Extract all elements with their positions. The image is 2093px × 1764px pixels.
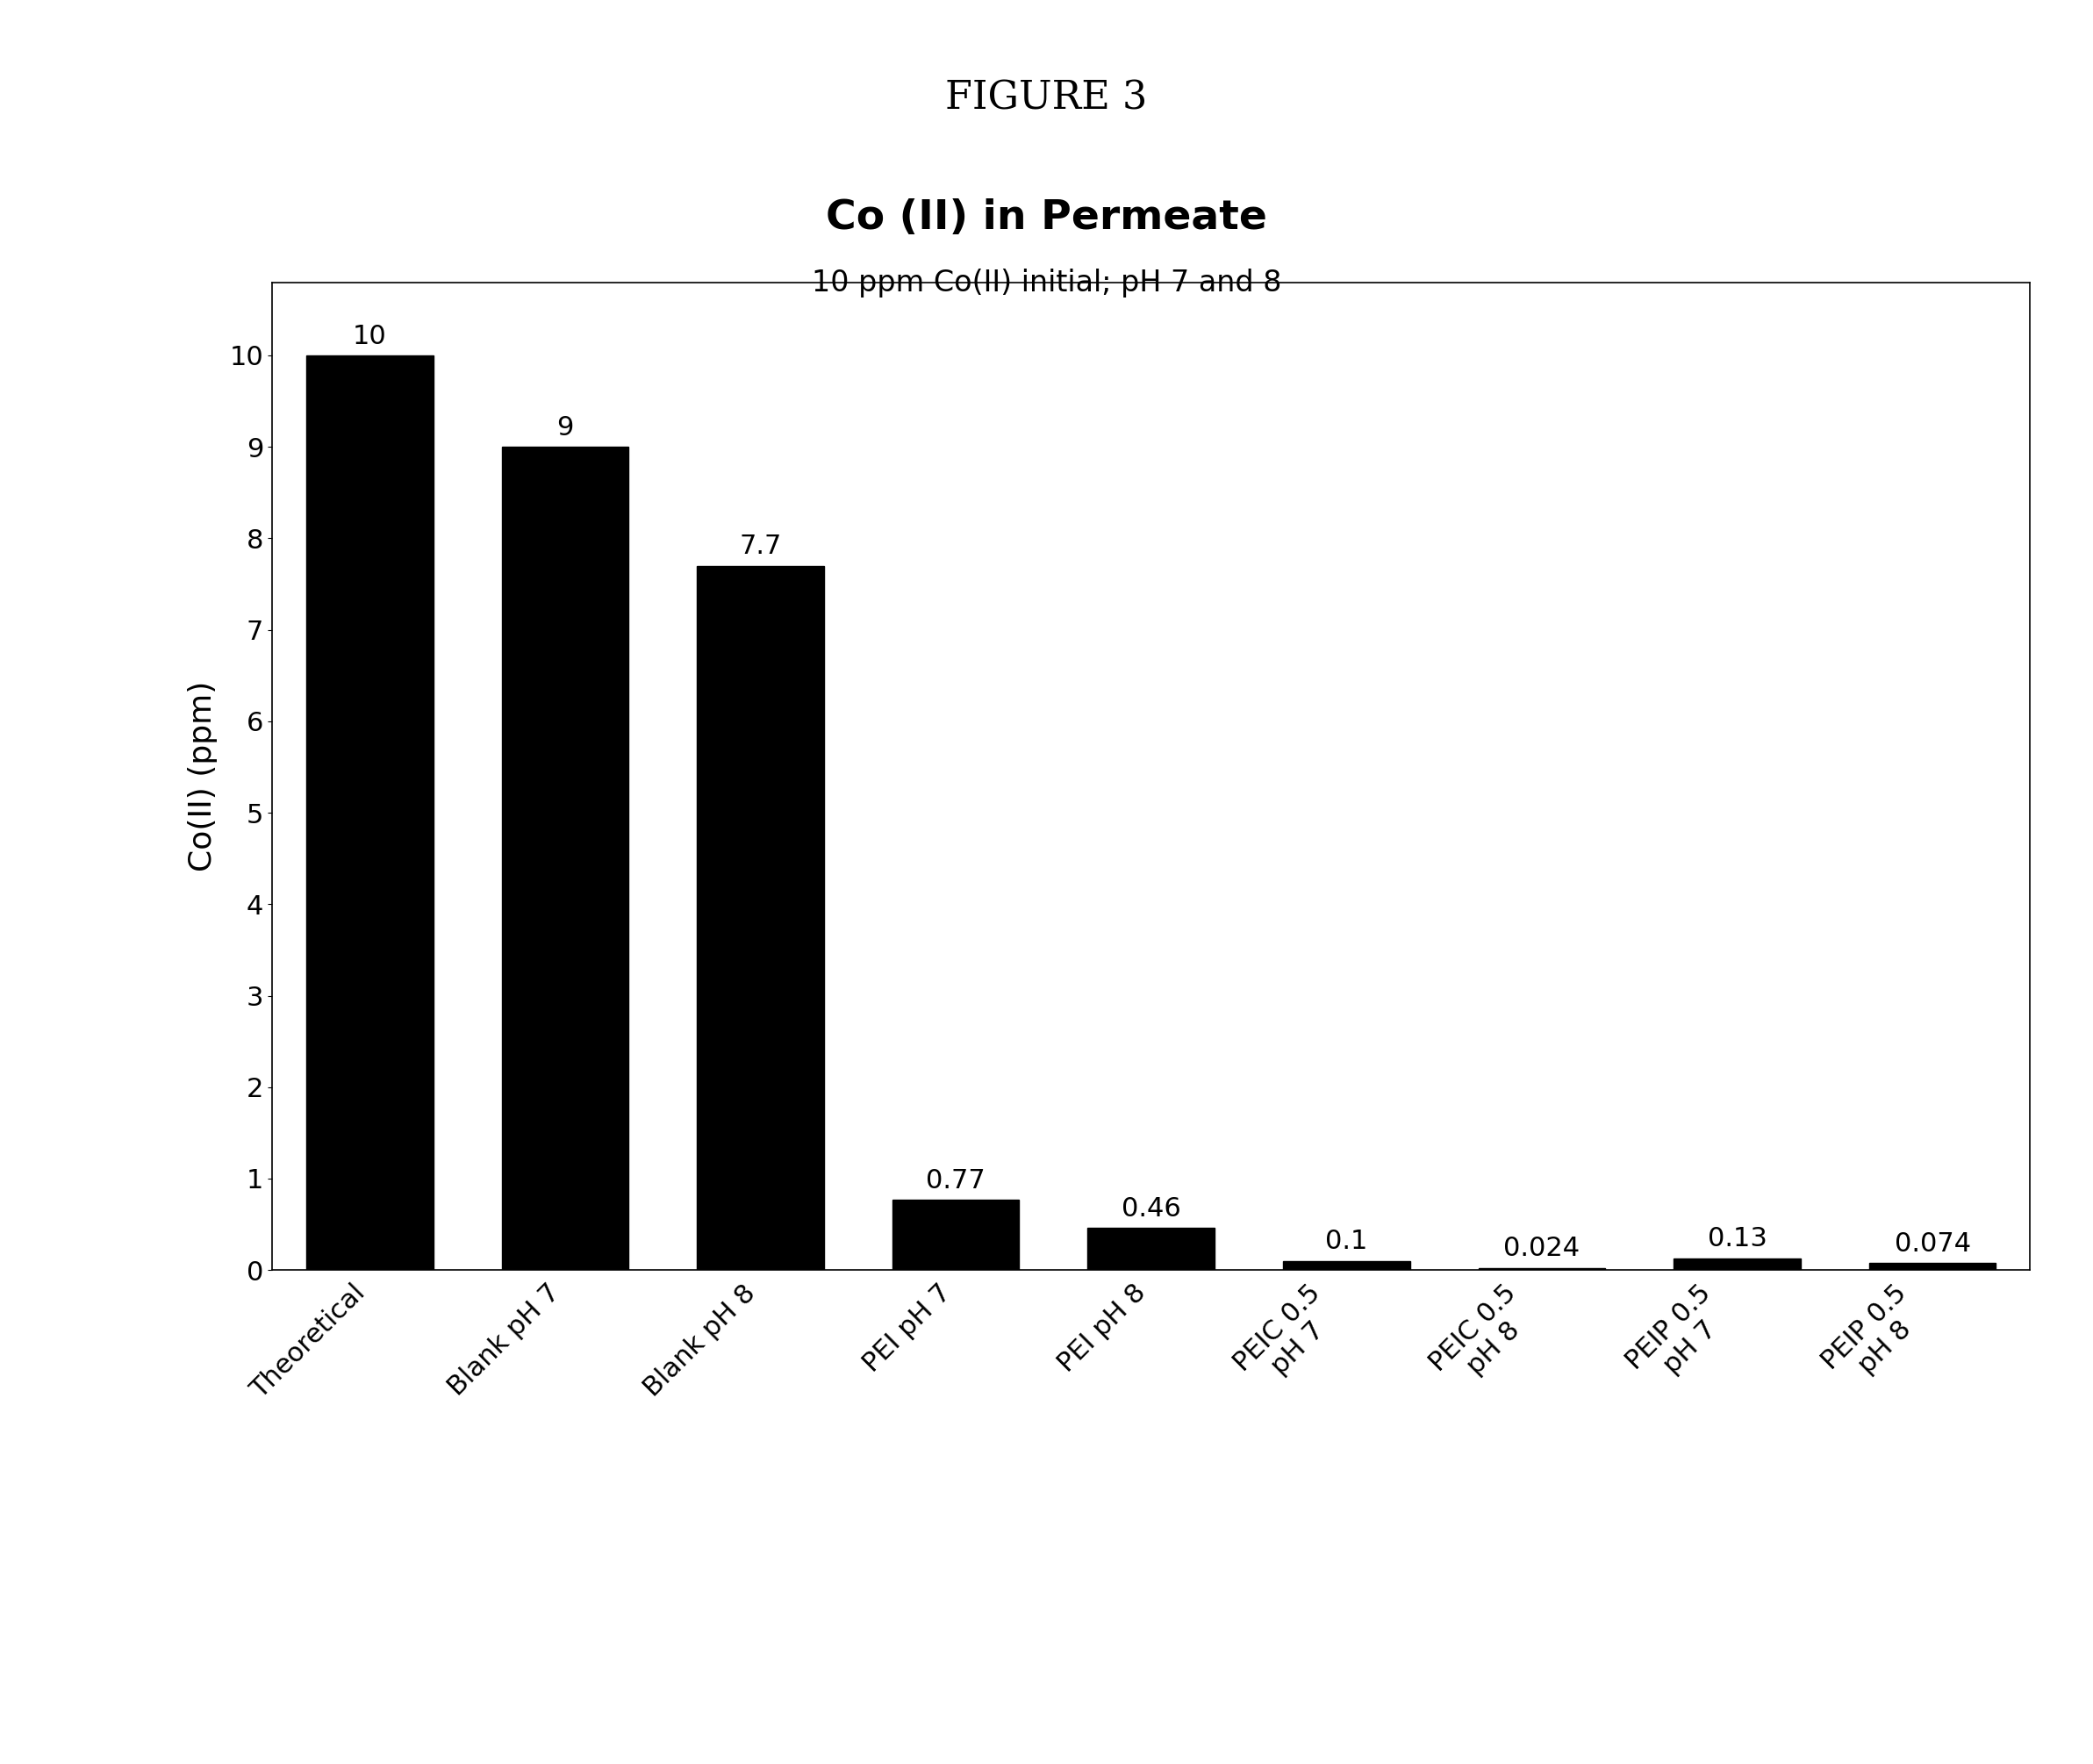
Bar bbox=[1869, 1263, 1997, 1270]
Bar bbox=[1478, 1268, 1605, 1270]
Bar bbox=[1674, 1258, 1800, 1270]
Text: FIGURE 3: FIGURE 3 bbox=[946, 79, 1147, 116]
Text: 0.77: 0.77 bbox=[925, 1168, 986, 1192]
Bar bbox=[697, 566, 825, 1270]
Text: 7.7: 7.7 bbox=[739, 534, 781, 559]
Text: 0.024: 0.024 bbox=[1503, 1237, 1580, 1261]
Bar bbox=[892, 1200, 1019, 1270]
Text: 10: 10 bbox=[354, 323, 387, 349]
Bar bbox=[1283, 1261, 1411, 1270]
Text: 9: 9 bbox=[557, 415, 573, 441]
Bar bbox=[306, 355, 433, 1270]
Text: 0.1: 0.1 bbox=[1325, 1230, 1367, 1254]
Text: 10 ppm Co(II) initial; pH 7 and 8: 10 ppm Co(II) initial; pH 7 and 8 bbox=[812, 268, 1281, 296]
Text: 0.074: 0.074 bbox=[1894, 1231, 1972, 1258]
Bar bbox=[502, 446, 628, 1270]
Text: 0.46: 0.46 bbox=[1122, 1196, 1180, 1222]
Text: 0.13: 0.13 bbox=[1708, 1226, 1766, 1252]
Y-axis label: Co(II) (ppm): Co(II) (ppm) bbox=[188, 681, 218, 871]
Bar bbox=[1088, 1228, 1214, 1270]
Text: Co (II) in Permeate: Co (II) in Permeate bbox=[827, 199, 1266, 238]
